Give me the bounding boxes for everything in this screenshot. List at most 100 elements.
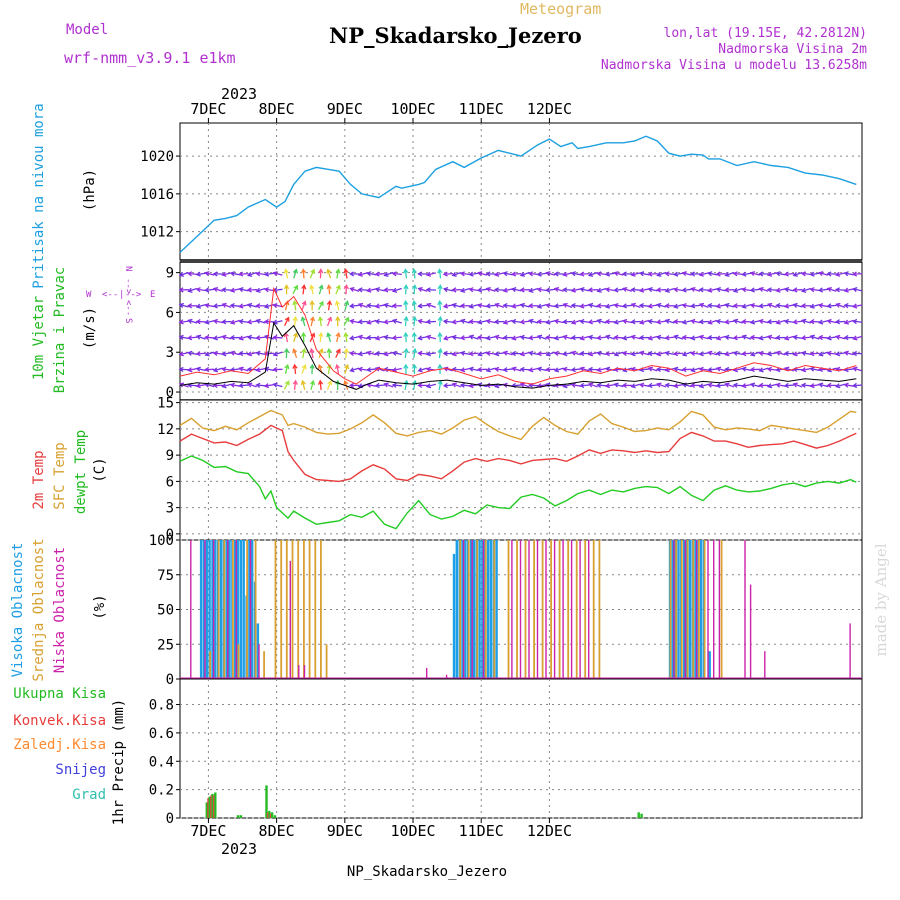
wind-arrow (284, 317, 290, 327)
wind-arrow (273, 320, 283, 324)
x-tick-label-bottom: 9DEC (327, 822, 363, 840)
wind-arrow-head (801, 318, 807, 324)
wind-arrow (375, 335, 385, 340)
wind-arrow (213, 336, 223, 340)
y-tick-label: 0.8 (149, 698, 174, 714)
wind-arrow-head (562, 302, 568, 308)
wind-arrow-head (553, 303, 559, 309)
wind-arrow-head (707, 382, 713, 388)
x-axis-top-labels: 7DEC 8DEC 9DEC 10DEC 11DEC 12DEC (190, 100, 572, 123)
wind-arrow-head (707, 350, 713, 356)
wind-arrow-head (664, 350, 670, 356)
wind-arrow-head (374, 366, 381, 372)
wind-arrow-head (494, 334, 500, 340)
wind-arrow (588, 351, 598, 356)
wind-arrow-head (263, 319, 269, 325)
wind-arrow-head (366, 287, 372, 293)
wind-arrow-head (366, 271, 372, 277)
wind-arrow (853, 272, 863, 275)
wind-arrow (292, 285, 298, 295)
wind-arrow-head (767, 302, 773, 308)
wind-arrow (844, 304, 854, 307)
wind-arrow (196, 303, 206, 308)
wind-arrow-head (715, 286, 722, 293)
wind-arrow (563, 303, 573, 308)
x-tick-label-top: 10DEC (390, 100, 435, 118)
wind-arrow-head (690, 271, 696, 277)
wind-arrow (853, 288, 863, 292)
wind-arrow-head (349, 286, 355, 292)
wind-arrow-head (613, 351, 619, 357)
wind-arrow (571, 272, 581, 276)
cloud-mid-bar (703, 540, 706, 679)
wind-arrow-head (613, 287, 619, 293)
year-top: 2023 (221, 85, 257, 103)
wind-arrow (520, 351, 530, 356)
wind-arrow (188, 367, 198, 372)
wind-arrow (682, 320, 692, 324)
wind-arrow (614, 336, 624, 339)
wind-arrow-head (178, 319, 184, 325)
wind-arrow (810, 335, 820, 340)
wind-arrow (563, 368, 573, 371)
wind-arrow-head (536, 351, 542, 357)
wind-arrow (537, 383, 547, 387)
wind-arrow (256, 272, 266, 276)
wind-arrow-head (403, 315, 409, 322)
wind-arrow (273, 272, 283, 276)
cloud-high-bar (481, 540, 484, 679)
wind-arrow-head (246, 334, 252, 340)
wind-arrow (345, 349, 348, 359)
station-title: NP_Skadarsko_Jezero (329, 23, 582, 48)
wind-arrow-head (579, 366, 585, 372)
wind-arrow-head (852, 382, 858, 389)
wind-arrow-head (843, 382, 849, 388)
wind-arrow (503, 304, 513, 307)
wind-arrow (247, 351, 257, 356)
wind-arrow (750, 383, 760, 388)
wind-arrow (486, 304, 496, 307)
wind-arrow-head (519, 366, 525, 373)
wind-arrow-head (775, 382, 781, 388)
wind-arrow-head (792, 319, 798, 325)
wind-arrow-head (792, 351, 798, 357)
wind-arrow-head (187, 287, 193, 293)
wind-arrow (293, 269, 297, 279)
wind-arrow (444, 335, 454, 340)
wind-arrow (554, 287, 564, 292)
wind-arrow-head (300, 316, 306, 322)
wind-arrow-head (411, 315, 418, 322)
wind-arrow-head (792, 287, 798, 293)
wind-arrow-head (553, 318, 559, 324)
wind-arrow (708, 304, 718, 307)
wind-arrow (273, 304, 283, 308)
wind-arrow-head (664, 303, 670, 309)
wind-arrow-head (319, 300, 324, 306)
wind-arrow-head (301, 300, 307, 306)
cloud-mid-bar (263, 651, 265, 679)
wind-arrow-head (442, 335, 449, 341)
cloud-high-bar (205, 540, 208, 679)
wind-arrow (443, 384, 454, 387)
pressure-line (179, 135, 857, 253)
wind-arrow-head (335, 284, 341, 290)
wind-arrow-head (255, 318, 261, 324)
wind-arrow (302, 349, 306, 359)
cloud-low-bar (744, 540, 746, 679)
wind-arrow-head (293, 332, 299, 338)
wind-arrow-head (783, 271, 789, 277)
wind-arrow (188, 287, 198, 292)
wind-arrow-head (383, 271, 389, 277)
wind-arrow (657, 383, 667, 388)
wind-arrow (802, 319, 812, 324)
wind-arrow (469, 303, 479, 308)
cloud-mid-bar (598, 540, 601, 679)
wind-arrow-head (229, 335, 235, 341)
wind-arrow (844, 272, 854, 276)
wind-arrow-head (357, 334, 363, 340)
wind-arrow-head (673, 334, 679, 340)
wind-arrow (503, 368, 513, 371)
wind-arrow-head (212, 303, 218, 309)
wind-arrow (733, 287, 743, 292)
wind-arrow-head (826, 350, 832, 357)
